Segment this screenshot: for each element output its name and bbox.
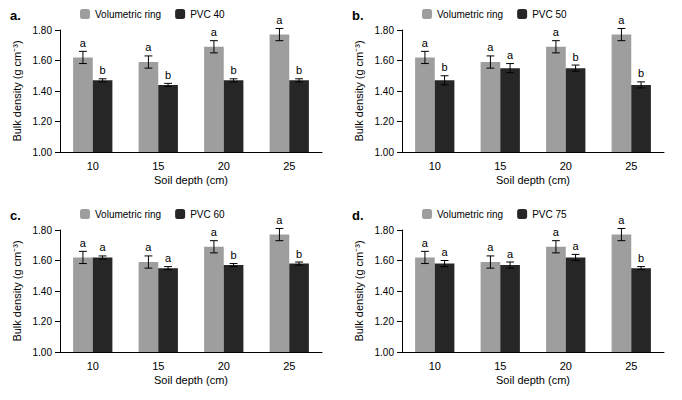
svg-text:PVC 75: PVC 75 [532,209,567,220]
svg-text:b: b [638,252,644,264]
svg-text:a: a [487,241,494,253]
svg-text:a: a [211,226,218,238]
svg-text:1.20: 1.20 [375,116,395,127]
svg-text:Soil depth (cm): Soil depth (cm) [154,174,228,186]
svg-text:b: b [165,69,171,81]
svg-text:PVC 50: PVC 50 [532,9,567,20]
svg-text:a: a [573,240,580,252]
svg-text:1.60: 1.60 [375,55,395,66]
svg-text:PVC 40: PVC 40 [190,9,225,20]
svg-text:a.: a. [10,8,21,23]
svg-text:a: a [442,246,449,258]
svg-text:1.20: 1.20 [33,316,53,327]
svg-text:1.60: 1.60 [375,255,395,266]
svg-text:1.80: 1.80 [33,225,53,236]
svg-text:b.: b. [352,8,364,23]
svg-text:1.60: 1.60 [33,55,53,66]
svg-text:a: a [100,241,107,253]
svg-text:Volumetric ring: Volumetric ring [437,209,503,220]
svg-text:a: a [145,241,152,253]
svg-text:Bulk density (g cm⁻³): Bulk density (g cm⁻³) [353,240,365,341]
svg-text:b: b [231,249,237,261]
svg-text:a: a [553,226,560,238]
svg-text:10: 10 [429,360,441,372]
svg-text:b: b [442,61,448,73]
svg-text:25: 25 [283,360,295,372]
svg-text:Volumetric ring: Volumetric ring [437,9,503,20]
svg-text:1.40: 1.40 [33,286,53,297]
svg-text:20: 20 [218,160,230,172]
svg-text:10: 10 [87,360,99,372]
svg-text:1.40: 1.40 [33,86,53,97]
svg-text:25: 25 [625,160,637,172]
svg-text:Soil depth (cm): Soil depth (cm) [496,374,570,386]
svg-text:1.80: 1.80 [375,25,395,36]
svg-text:a: a [422,237,429,249]
svg-text:25: 25 [625,360,637,372]
svg-text:b: b [100,64,106,76]
svg-text:a: a [80,237,87,249]
svg-text:1.20: 1.20 [33,116,53,127]
svg-text:1.80: 1.80 [33,25,53,36]
svg-text:1.00: 1.00 [375,147,395,158]
svg-text:a: a [618,14,625,26]
svg-text:a: a [487,41,494,53]
svg-text:Volumetric ring: Volumetric ring [95,209,161,220]
svg-text:25: 25 [283,160,295,172]
svg-text:Soil depth (cm): Soil depth (cm) [154,374,228,386]
svg-text:a: a [507,49,514,61]
svg-text:1.00: 1.00 [375,347,395,358]
svg-text:b: b [231,64,237,76]
svg-text:1.40: 1.40 [375,86,395,97]
svg-text:1.00: 1.00 [33,147,53,158]
svg-text:15: 15 [494,360,506,372]
svg-text:b: b [296,248,302,260]
svg-text:1.20: 1.20 [375,316,395,327]
svg-text:a: a [618,214,625,226]
svg-text:a: a [553,26,560,38]
svg-text:a: a [80,37,87,49]
svg-text:Volumetric ring: Volumetric ring [95,9,161,20]
svg-text:20: 20 [560,360,572,372]
svg-text:a: a [422,37,429,49]
svg-text:b: b [296,64,302,76]
svg-text:c.: c. [10,208,21,223]
svg-text:d.: d. [352,208,364,223]
svg-text:15: 15 [494,160,506,172]
svg-text:Soil depth (cm): Soil depth (cm) [496,174,570,186]
svg-text:a: a [276,14,283,26]
svg-text:Bulk density (g cm⁻³): Bulk density (g cm⁻³) [11,240,23,341]
svg-text:15: 15 [152,360,164,372]
svg-text:1.80: 1.80 [375,225,395,236]
svg-text:a: a [211,26,218,38]
svg-text:10: 10 [87,160,99,172]
svg-text:a: a [276,214,283,226]
svg-text:1.00: 1.00 [33,347,53,358]
svg-text:b: b [573,51,579,63]
svg-text:b: b [638,67,644,79]
svg-text:Bulk density (g cm⁻³): Bulk density (g cm⁻³) [353,40,365,141]
svg-text:15: 15 [152,160,164,172]
svg-text:1.60: 1.60 [33,255,53,266]
svg-text:a: a [165,252,172,264]
svg-text:a: a [145,41,152,53]
svg-text:10: 10 [429,160,441,172]
svg-text:1.40: 1.40 [375,286,395,297]
svg-text:a: a [507,248,514,260]
svg-text:20: 20 [560,160,572,172]
svg-text:PVC 60: PVC 60 [190,209,225,220]
svg-text:Bulk density (g cm⁻³): Bulk density (g cm⁻³) [11,40,23,141]
svg-text:20: 20 [218,360,230,372]
